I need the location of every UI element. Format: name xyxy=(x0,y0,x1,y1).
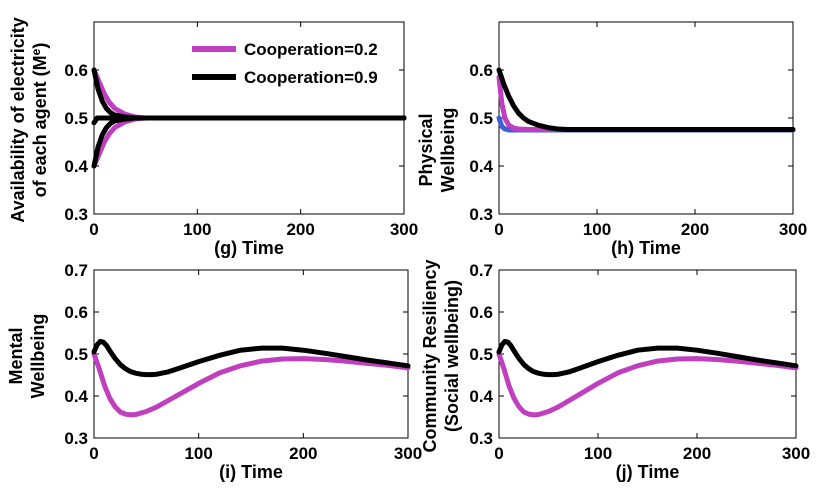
panel-h-ytick-label: 0.6 xyxy=(469,61,493,80)
panel-h-xtick-label: 300 xyxy=(779,220,807,239)
panel-h-ytick-label: 0.4 xyxy=(469,157,493,176)
panel-j-ytick-label: 0.5 xyxy=(469,345,493,364)
panel-g-xtick-label: 200 xyxy=(286,220,314,239)
panel-i-ylabel-line2: Wellbeing xyxy=(28,314,48,399)
panel-g-ylabel-line1: Availability of electricity xyxy=(8,17,28,222)
panel-h-ylabel-line2: Wellbeing xyxy=(438,108,458,193)
panel-j-ytick-label: 0.6 xyxy=(469,303,493,322)
panel-j: 0 100 200 300 0.3 0.4 0.5 0.6 0.7 (j) Time Communi… xyxy=(420,259,810,482)
panel-h-ylabel-line1: Physical xyxy=(416,113,436,186)
panel-g-ylabel-line2: of each agent (Me) xyxy=(29,43,50,198)
legend: Cooperation=0.2 Cooperation=0.9 xyxy=(192,40,378,87)
panel-h-xtick-label: 100 xyxy=(583,220,611,239)
panel-g-series-line xyxy=(91,115,407,169)
panel-j-xtick-label: 100 xyxy=(584,444,612,463)
panel-i-xtick-label: 200 xyxy=(289,444,317,463)
panel-g-series-line xyxy=(91,115,407,126)
panel-i: 0 100 200 300 0.3 0.4 0.5 0.6 0.7 (i) Time Mental W… xyxy=(6,261,422,482)
panel-j-xtick-label: 300 xyxy=(782,444,810,463)
panel-h-series-line xyxy=(496,74,796,132)
panel-h-axes-box xyxy=(498,21,794,215)
panel-h: 0 100 200 300 0.3 0.4 0.5 0.6 (h) Time Physical We… xyxy=(416,21,807,258)
panel-g-ytick-label: 0.5 xyxy=(64,109,88,128)
panel-j-ylabel-line1: Community Resiliency xyxy=(420,259,440,452)
panel-g-ytick-label: 0.3 xyxy=(64,205,88,224)
panel-j-ytick-label: 0.4 xyxy=(469,387,493,406)
panel-h-xlabel: (h) Time xyxy=(611,238,681,258)
panel-i-ytick-label: 0.4 xyxy=(64,387,88,406)
panel-i-ytick-label: 0.6 xyxy=(64,303,88,322)
legend-label-cooperation-0-9: Cooperation=0.9 xyxy=(244,68,378,87)
panel-i-xtick-label: 100 xyxy=(184,444,212,463)
panel-j-series-line xyxy=(496,351,799,418)
panel-j-xtick-label: 0 xyxy=(494,444,503,463)
panel-i-series-line xyxy=(91,338,411,378)
panel-g-xtick-label: 300 xyxy=(390,220,418,239)
panel-i-xtick-label: 300 xyxy=(394,444,422,463)
panel-j-ytick-label: 0.7 xyxy=(469,261,493,280)
panel-h-ytick-label: 0.3 xyxy=(469,205,493,224)
panel-g-ytick-label: 0.4 xyxy=(64,157,88,176)
panel-h-xtick-label: 200 xyxy=(681,220,709,239)
panel-g-xlabel: (g) Time xyxy=(214,238,284,258)
panel-h-ytick-label: 0.5 xyxy=(469,109,493,128)
panel-h-series-line xyxy=(496,67,796,132)
panel-g-ytick-label: 0.6 xyxy=(64,61,88,80)
panel-g: 0 100 200 300 0.3 0.4 0.5 0.6 (g) Time Availabili… xyxy=(8,17,418,258)
panel-j-xtick-label: 200 xyxy=(683,444,711,463)
panel-i-ytick-label: 0.3 xyxy=(64,429,88,448)
panel-i-ytick-label: 0.7 xyxy=(64,261,88,280)
legend-label-cooperation-0-2: Cooperation=0.2 xyxy=(244,40,378,59)
panel-i-series-line xyxy=(91,351,411,418)
panel-i-xlabel: (i) Time xyxy=(219,462,283,482)
panel-h-xtick-label: 0 xyxy=(494,220,503,239)
panel-i-xtick-label: 0 xyxy=(89,444,98,463)
panel-j-xlabel: (j) Time xyxy=(616,462,680,482)
panel-j-series-line xyxy=(496,338,799,378)
panel-g-series-line xyxy=(91,115,407,169)
panel-j-ytick-label: 0.3 xyxy=(469,429,493,448)
panel-i-ytick-label: 0.5 xyxy=(64,345,88,364)
panel-j-ylabel-line2: (Social wellbeing) xyxy=(442,280,462,432)
panel-i-ylabel-line1: Mental xyxy=(6,327,26,384)
panel-g-xtick-label: 0 xyxy=(89,220,98,239)
panel-g-xtick-label: 100 xyxy=(183,220,211,239)
